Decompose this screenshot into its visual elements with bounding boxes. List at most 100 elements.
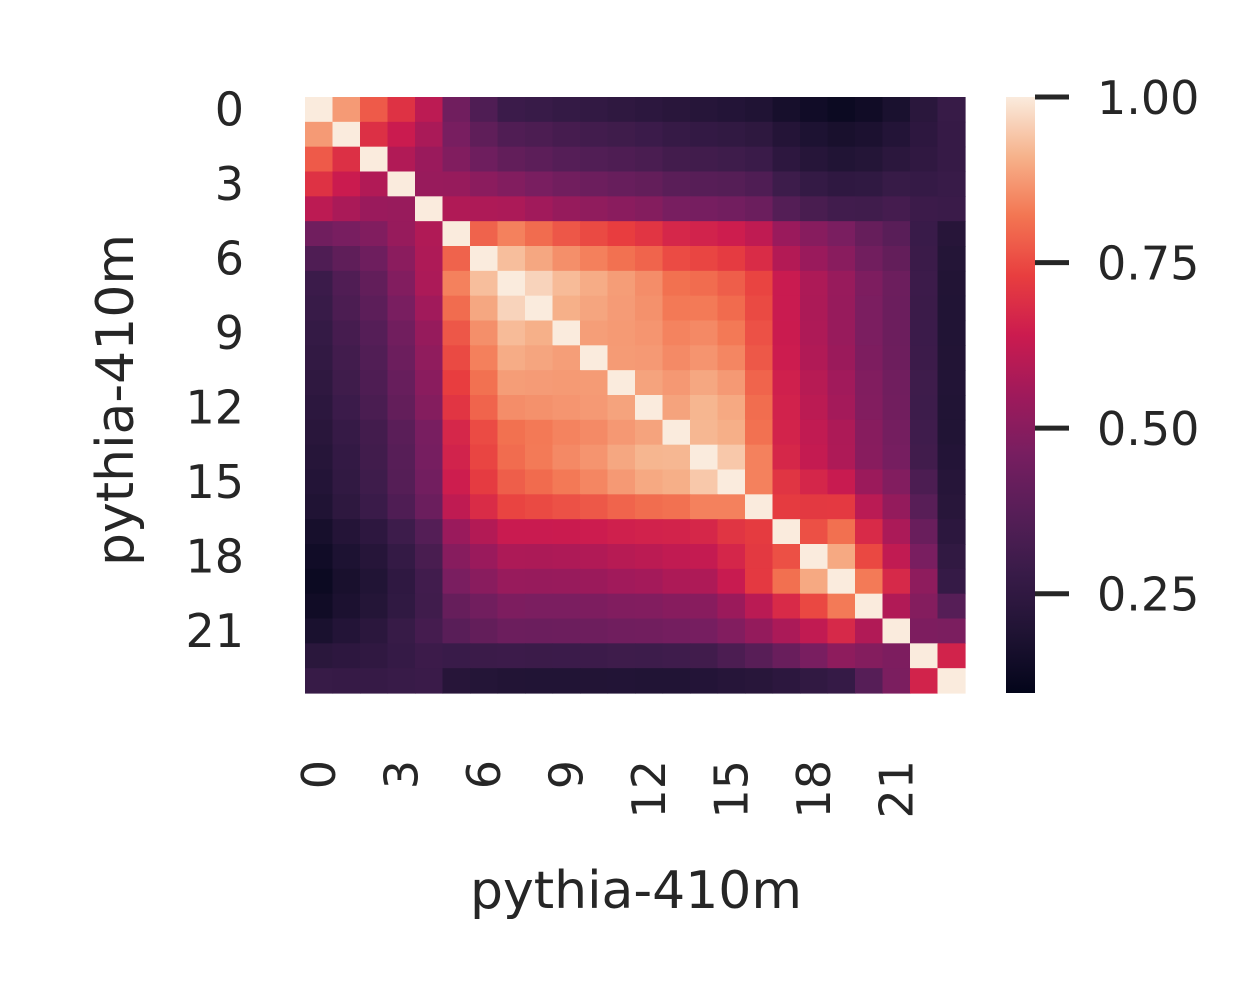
heatmap-cell — [360, 146, 389, 173]
heatmap-cell — [717, 221, 746, 247]
heatmap-cell — [937, 270, 966, 297]
heatmap-cell — [937, 395, 966, 421]
heatmap-cell — [690, 419, 719, 446]
heatmap-cell — [607, 395, 636, 421]
heatmap-cell — [360, 171, 389, 197]
heatmap-cell — [332, 494, 361, 520]
colorbar-tick-label: 0.50 — [1097, 402, 1199, 456]
x-tick-label: 12 — [622, 760, 676, 819]
heatmap-cell — [387, 97, 416, 123]
heatmap-cell — [937, 171, 966, 197]
heatmap-cell — [470, 270, 499, 297]
heatmap-cell — [580, 593, 609, 620]
heatmap-cell — [690, 246, 719, 272]
heatmap-cell — [415, 643, 444, 669]
heatmap-cell — [882, 196, 911, 222]
heatmap-cell — [305, 221, 334, 247]
heatmap-cell — [525, 469, 554, 495]
heatmap-cell — [855, 668, 884, 694]
heatmap-cell — [882, 246, 911, 272]
heatmap-cell — [910, 519, 939, 545]
heatmap-cell — [717, 146, 746, 173]
heatmap-cell — [910, 419, 939, 446]
heatmap-cell — [332, 345, 361, 371]
heatmap-cell — [580, 519, 609, 545]
heatmap-cell — [882, 320, 911, 346]
heatmap-cell — [415, 345, 444, 371]
heatmap-cell — [332, 97, 361, 123]
heatmap-cell — [360, 395, 389, 421]
heatmap-cell — [937, 668, 966, 694]
heatmap-cell — [470, 643, 499, 669]
heatmap-cell — [360, 618, 389, 644]
heatmap-cell — [635, 295, 664, 322]
heatmap-cell — [882, 444, 911, 471]
heatmap-cell — [497, 97, 526, 123]
heatmap-cell — [525, 121, 554, 148]
heatmap-cell — [552, 469, 581, 495]
heatmap-cell — [910, 196, 939, 222]
y-tick-label: 0 — [215, 82, 244, 136]
heatmap-cell — [332, 618, 361, 644]
x-axis-label: pythia-410m — [470, 861, 802, 921]
heatmap-cell — [360, 121, 389, 148]
heatmap-cell — [415, 246, 444, 272]
heatmap-cell — [607, 121, 636, 148]
y-tick-label: 6 — [215, 231, 244, 285]
heatmap-cell — [882, 221, 911, 247]
heatmap-cell — [717, 419, 746, 446]
heatmap-cell — [360, 469, 389, 495]
heatmap-cell — [662, 618, 691, 644]
heatmap-cell — [910, 618, 939, 644]
heatmap-cell — [607, 519, 636, 545]
heatmap-cell — [497, 643, 526, 669]
heatmap-cell — [662, 221, 691, 247]
heatmap-cell — [360, 320, 389, 346]
heatmap-cell — [717, 643, 746, 669]
heatmap-cell — [910, 171, 939, 197]
heatmap-cell — [827, 345, 856, 371]
heatmap-cell — [305, 246, 334, 272]
heatmap-cell — [525, 544, 554, 570]
heatmap-cell — [552, 295, 581, 322]
heatmap-cell — [772, 469, 801, 495]
heatmap-cell — [442, 568, 471, 595]
heatmap-cell — [690, 97, 719, 123]
heatmap-cell — [580, 246, 609, 272]
heatmap-cell — [305, 320, 334, 346]
heatmap-cell — [635, 146, 664, 173]
heatmap-cell — [772, 270, 801, 297]
heatmap-cell — [305, 295, 334, 322]
heatmap-cell — [497, 246, 526, 272]
heatmap-cell — [580, 146, 609, 173]
heatmap-cell — [745, 395, 774, 421]
heatmap-cell — [717, 494, 746, 520]
heatmap-cell — [607, 568, 636, 595]
heatmap-cell — [745, 246, 774, 272]
heatmap-cell — [332, 643, 361, 669]
heatmap-cell — [800, 618, 829, 644]
heatmap-cell — [470, 345, 499, 371]
heatmap-cell — [772, 544, 801, 570]
heatmap-cell — [882, 593, 911, 620]
heatmap-cell — [937, 444, 966, 471]
heatmap-cell — [800, 320, 829, 346]
heatmap-cell — [470, 395, 499, 421]
heatmap-cell — [772, 97, 801, 123]
heatmap-cell — [552, 171, 581, 197]
heatmap-cell — [360, 668, 389, 694]
heatmap-cell — [497, 618, 526, 644]
heatmap-cell — [580, 568, 609, 595]
heatmap-cell — [690, 196, 719, 222]
y-tick-labels: 0 3 6 9 12 15 18 21 — [185, 82, 244, 658]
heatmap-cell — [635, 270, 664, 297]
heatmap-cell — [855, 544, 884, 570]
heatmap-cell — [910, 494, 939, 520]
heatmap-cell — [745, 121, 774, 148]
heatmap-cell — [772, 444, 801, 471]
heatmap-cell — [497, 171, 526, 197]
heatmap-cell — [745, 419, 774, 446]
heatmap-cell — [387, 544, 416, 570]
heatmap-cell — [717, 121, 746, 148]
heatmap-cell — [387, 668, 416, 694]
